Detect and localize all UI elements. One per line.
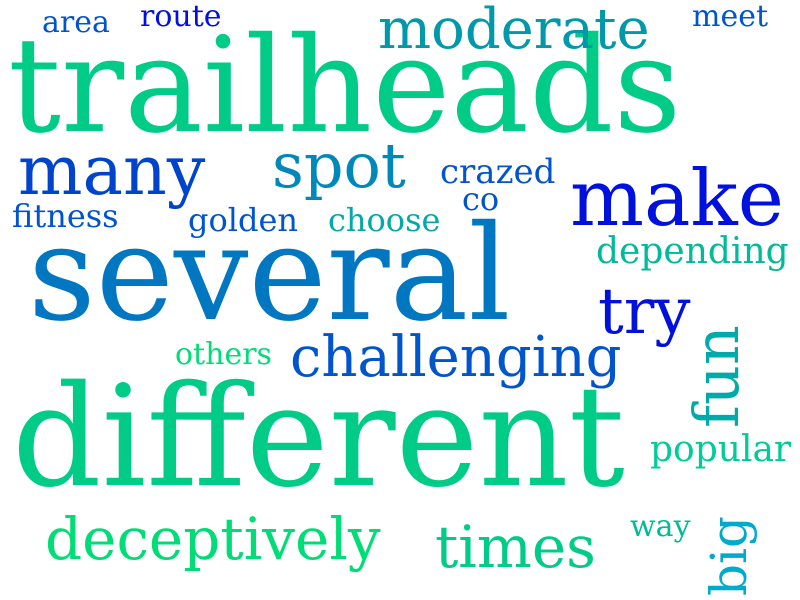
word-several: several xyxy=(28,197,511,351)
word-area: area xyxy=(42,5,110,40)
word-fun: fun xyxy=(680,325,753,428)
word-meet: meet xyxy=(692,0,769,34)
word-trailheads: trailheads xyxy=(8,9,682,163)
word-fitness: fitness xyxy=(12,197,119,235)
word-choose: choose xyxy=(328,201,441,239)
word-deceptively: deceptively xyxy=(45,505,381,573)
word-different: different xyxy=(12,356,625,519)
word-popular: popular xyxy=(650,429,792,470)
word-way: way xyxy=(630,509,691,544)
word-route: route xyxy=(140,0,222,34)
word-challenging: challenging xyxy=(290,325,622,390)
word-others: others xyxy=(175,337,272,372)
word-try: try xyxy=(598,275,691,349)
word-depending: depending xyxy=(596,231,789,272)
word-times: times xyxy=(435,513,596,581)
word-big: big xyxy=(700,515,758,596)
word-crazed: crazed xyxy=(440,152,556,192)
word-golden: golden xyxy=(188,201,299,239)
word-spot: spot xyxy=(272,129,406,202)
word-many: many xyxy=(18,132,206,211)
word-make: make xyxy=(570,154,784,244)
word-moderate: moderate xyxy=(378,0,650,62)
word-co: co xyxy=(462,180,500,218)
